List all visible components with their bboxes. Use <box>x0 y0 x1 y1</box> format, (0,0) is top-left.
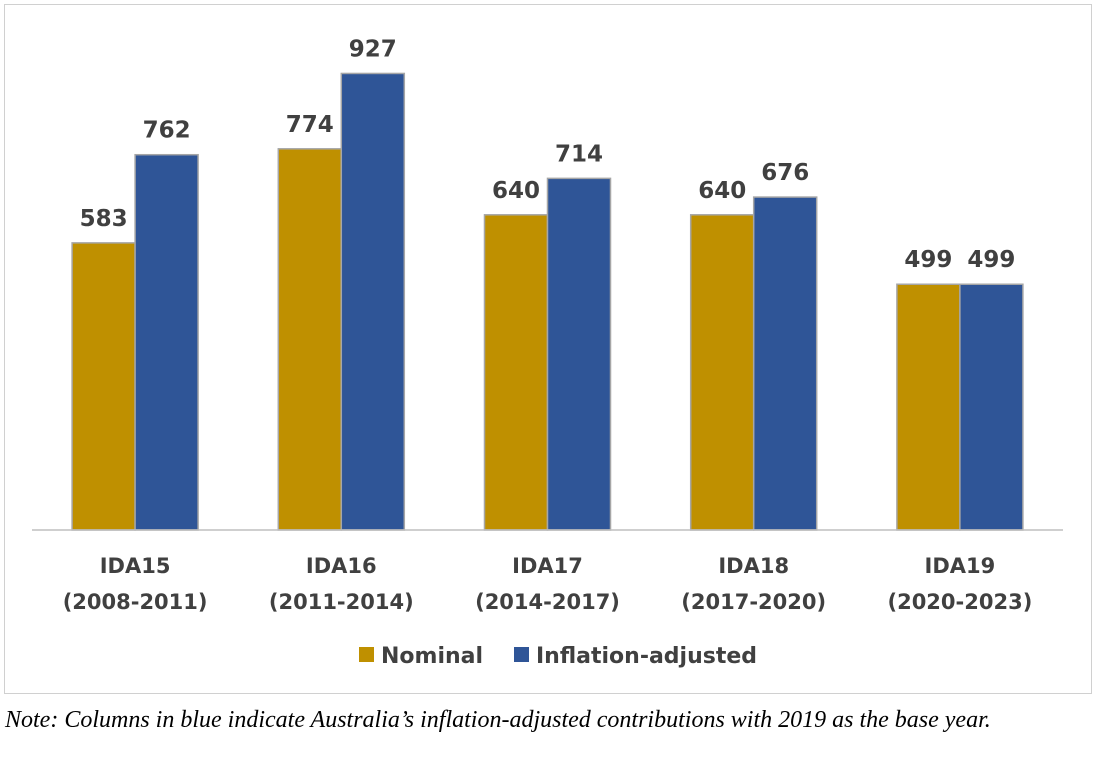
data-label: 774 <box>286 112 334 138</box>
legend-label: Inflation-adjusted <box>536 644 757 669</box>
bar-inflation-adjusted <box>546 177 612 531</box>
bar-inflation-adjusted <box>340 72 406 531</box>
data-label: 640 <box>698 178 746 204</box>
data-label: 499 <box>967 247 1015 273</box>
chart-note: Note: Columns in blue indicate Australia… <box>5 707 991 733</box>
bar-inflation-adjusted <box>134 153 199 531</box>
category-label: (2008-2011) <box>63 590 208 614</box>
category-label: IDA17 <box>512 554 583 578</box>
data-label: 640 <box>492 178 540 204</box>
bar-nominal <box>689 214 755 531</box>
data-label: 714 <box>555 141 603 167</box>
category-label: IDA16 <box>306 554 377 578</box>
category-label: IDA15 <box>100 554 171 578</box>
bar-inflation-adjusted <box>959 283 1024 531</box>
category-label: (2020-2023) <box>887 590 1032 614</box>
category-label: (2017-2020) <box>681 590 826 614</box>
bar-nominal <box>483 214 549 531</box>
bar-nominal <box>71 242 136 531</box>
data-label: 583 <box>80 206 128 232</box>
data-label: 676 <box>761 160 809 186</box>
bar-chart: 583 762 IDA15 (2008-2011) 774 927 IDA16 (2011-2… <box>32 36 1063 669</box>
legend-swatch <box>359 647 374 662</box>
bar-inflation-adjusted <box>752 196 818 531</box>
legend-swatch <box>514 647 529 662</box>
legend-label: Nominal <box>381 644 483 669</box>
data-label: 499 <box>904 247 952 273</box>
category-label: (2011-2014) <box>269 590 414 614</box>
bar-nominal <box>896 283 961 531</box>
category-label: IDA18 <box>718 554 789 578</box>
data-label: 927 <box>349 36 397 62</box>
bar-nominal <box>277 148 343 531</box>
category-label: IDA19 <box>925 554 996 578</box>
category-label: (2014-2017) <box>475 590 620 614</box>
data-label: 762 <box>143 118 191 144</box>
